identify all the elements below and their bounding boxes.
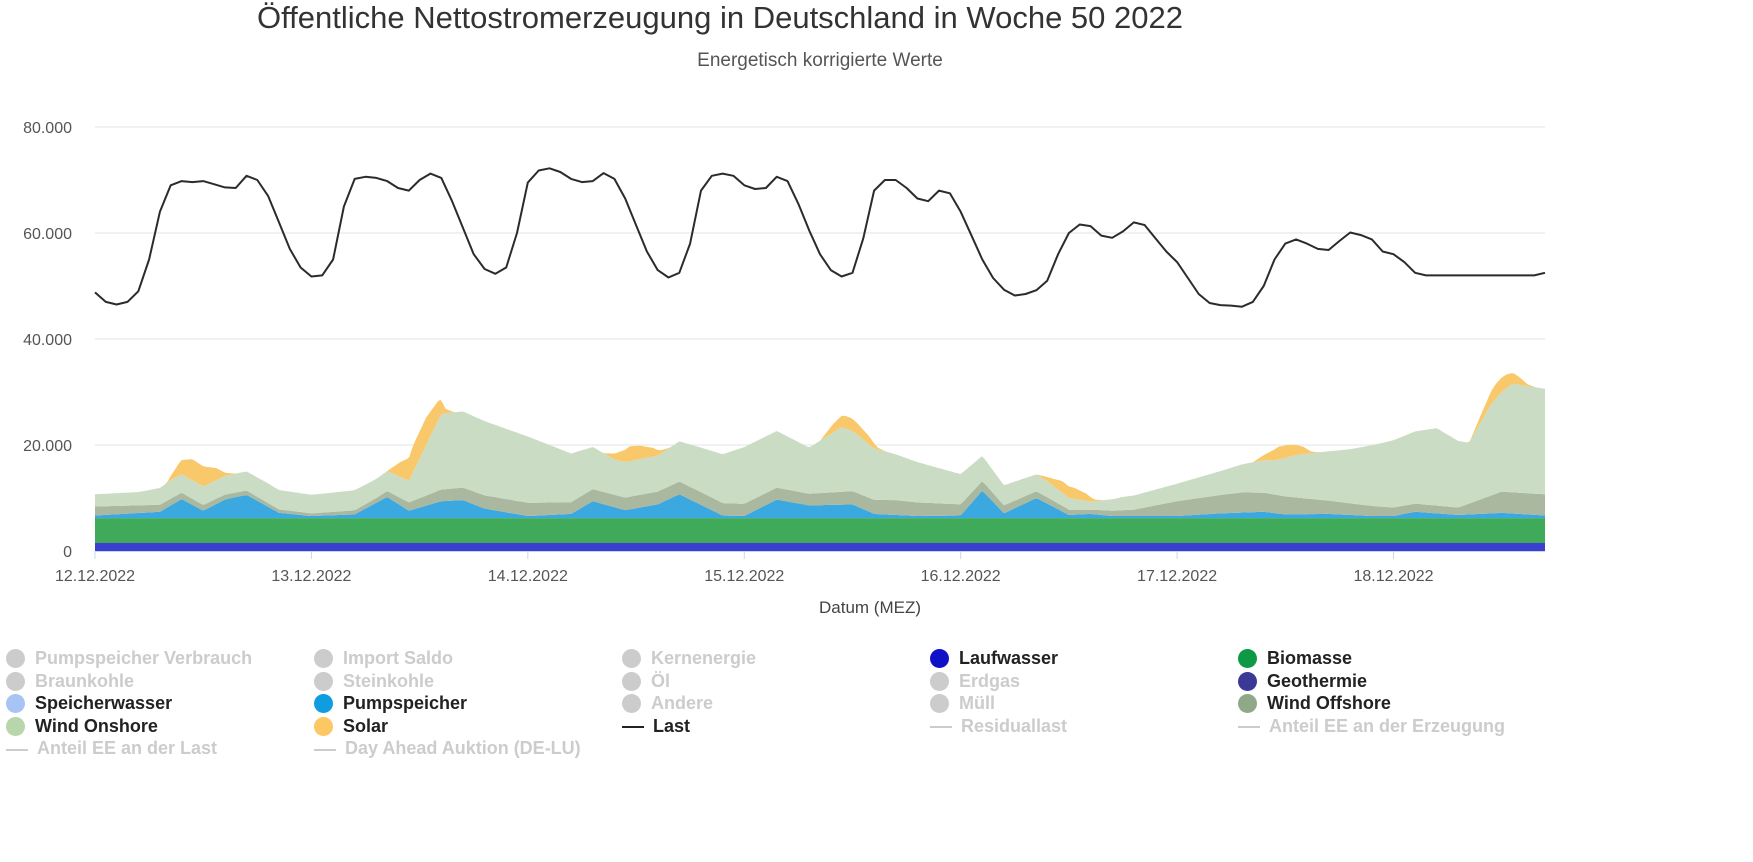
legend-item-kernenergie[interactable]: Kernenergie xyxy=(622,648,756,669)
x-tick-label: 12.12.2022 xyxy=(55,568,135,585)
y-tick-label: 20.000 xyxy=(23,438,72,455)
legend-item-erdgas[interactable]: Erdgas xyxy=(930,671,1020,692)
legend-item-anteil-ee-an-der-erzeugung[interactable]: Anteil EE an der Erzeugung xyxy=(1238,716,1505,737)
legend-item-import-saldo[interactable]: Import Saldo xyxy=(314,648,453,669)
legend-dot-symbol xyxy=(314,694,333,713)
legend-item-label: Speicherwasser xyxy=(35,693,173,713)
legend-line-symbol xyxy=(6,748,28,751)
legend-line-symbol xyxy=(930,726,952,728)
x-tick-label: 17.12.2022 xyxy=(1137,568,1217,585)
legend-dot-symbol xyxy=(622,694,641,713)
legend-item-label: Biomasse xyxy=(1267,648,1353,668)
grid-lines xyxy=(95,126,1545,446)
x-tick-label: 18.12.2022 xyxy=(1353,568,1433,585)
area-series-laufwasser[interactable] xyxy=(95,543,1545,551)
legend-dot-symbol xyxy=(1238,649,1257,668)
legend-item-öl[interactable]: Öl xyxy=(622,671,670,692)
legend-dot-symbol xyxy=(622,649,641,668)
legend-item-anteil-ee-an-der-last[interactable]: Anteil EE an der Last xyxy=(6,738,217,759)
legend-item-pumpspeicher-verbrauch[interactable]: Pumpspeicher Verbrauch xyxy=(6,648,252,669)
legend-item-müll[interactable]: Müll xyxy=(930,693,995,714)
legend-item-label: Braunkohle xyxy=(35,670,135,691)
legend-item-label: Wind Onshore xyxy=(35,715,158,736)
legend-dot-symbol xyxy=(1238,694,1257,713)
legend-item-label: Solar xyxy=(343,715,389,736)
legend-line-symbol xyxy=(622,726,644,728)
legend-item-laufwasser[interactable]: Laufwasser xyxy=(930,648,1058,669)
line-series xyxy=(94,167,1546,308)
stacked-areas xyxy=(95,373,1545,551)
line-series-last[interactable] xyxy=(94,167,1546,308)
x-axis-label: Datum (MEZ) xyxy=(819,598,921,617)
chart-plot-area: 0 20.000 40.000 60.000 80.000 12.12.2022 13.12… xyxy=(23,120,1546,617)
legend-dot-symbol xyxy=(6,716,25,736)
legend-item-label: Anteil EE an der Last xyxy=(37,738,218,758)
legend-item-wind-onshore[interactable]: Wind Onshore xyxy=(6,716,158,737)
legend-item-wind-offshore[interactable]: Wind Offshore xyxy=(1238,693,1391,714)
area-series-wind-onshore[interactable] xyxy=(95,383,1545,514)
legend-item-label: Andere xyxy=(651,693,714,713)
legend-item-day-ahead-auktion-de-lu-[interactable]: Day Ahead Auktion (DE-LU) xyxy=(314,738,581,759)
y-tick-label: 60.000 xyxy=(23,226,72,243)
legend-item-steinkohle[interactable]: Steinkohle xyxy=(314,671,434,692)
legend-item-label: Laufwasser xyxy=(959,648,1059,668)
chart-subtitle: Energetisch korrigierte Werte xyxy=(697,50,943,71)
legend-line-symbol xyxy=(314,748,336,751)
x-tick-label: 16.12.2022 xyxy=(921,568,1001,585)
x-tick-label: 15.12.2022 xyxy=(704,568,784,585)
legend-item-andere[interactable]: Andere xyxy=(622,693,713,714)
legend-dot-symbol xyxy=(314,649,333,668)
y-tick-label: 40.000 xyxy=(23,332,72,349)
legend-item-geothermie[interactable]: Geothermie xyxy=(1238,671,1367,692)
legend-item-label: Last xyxy=(653,715,691,736)
legend-item-label: Steinkohle xyxy=(343,670,435,691)
legend-item-braunkohle[interactable]: Braunkohle xyxy=(6,671,134,692)
legend-item-label: Anteil EE an der Erzeugung xyxy=(1269,715,1506,736)
legend-dot-symbol xyxy=(6,694,25,713)
legend-item-speicherwasser[interactable]: Speicherwasser xyxy=(6,693,172,714)
legend-line-symbol xyxy=(1238,726,1260,728)
legend-item-last[interactable]: Last xyxy=(622,716,690,737)
legend-item-solar[interactable]: Solar xyxy=(314,716,388,737)
legend-item-label: Day Ahead Auktion (DE-LU) xyxy=(345,738,581,758)
legend-dot-symbol xyxy=(930,649,949,668)
legend-item-label: Öl xyxy=(651,670,671,691)
legend-item-label: Residuallast xyxy=(961,715,1068,736)
legend-item-label: Wind Offshore xyxy=(1267,693,1391,713)
x-tick-label: 14.12.2022 xyxy=(488,568,568,585)
legend-item-label: Geothermie xyxy=(1267,670,1368,691)
legend-dot-symbol xyxy=(314,671,333,691)
legend-dot-symbol xyxy=(622,671,641,691)
area-series-wind-offshore[interactable] xyxy=(95,481,1545,517)
y-tick-label: 80.000 xyxy=(23,120,72,137)
legend-item-label: Erdgas xyxy=(959,670,1021,691)
chart-title: Öffentliche Nettostromerzeugung in Deuts… xyxy=(257,0,1183,35)
y-tick-label: 0 xyxy=(63,544,72,561)
legend-item-label: Pumpspeicher Verbrauch xyxy=(35,648,253,668)
x-tick-label: 13.12.2022 xyxy=(271,568,351,585)
area-series-pumpspeicher[interactable] xyxy=(95,491,1545,519)
legend-item-label: Kernenergie xyxy=(651,648,757,668)
legend-item-pumpspeicher[interactable]: Pumpspeicher xyxy=(314,693,467,714)
legend-item-biomasse[interactable]: Biomasse xyxy=(1238,648,1352,669)
axes: 0 20.000 40.000 60.000 80.000 12.12.2022 13.12… xyxy=(23,120,1545,585)
legend-item-label: Müll xyxy=(959,693,995,713)
legend-item-label: Pumpspeicher xyxy=(343,693,468,713)
legend-dot-symbol xyxy=(930,694,949,713)
legend-dot-symbol xyxy=(314,716,333,736)
area-series-biomasse[interactable] xyxy=(95,518,1545,543)
legend-dot-symbol xyxy=(1238,671,1257,691)
legend-dot-symbol xyxy=(930,671,949,691)
legend-dot-symbol xyxy=(6,649,25,668)
legend-item-residuallast[interactable]: Residuallast xyxy=(930,716,1067,737)
legend-dot-symbol xyxy=(6,671,25,691)
legend-item-label: Import Saldo xyxy=(343,648,454,668)
